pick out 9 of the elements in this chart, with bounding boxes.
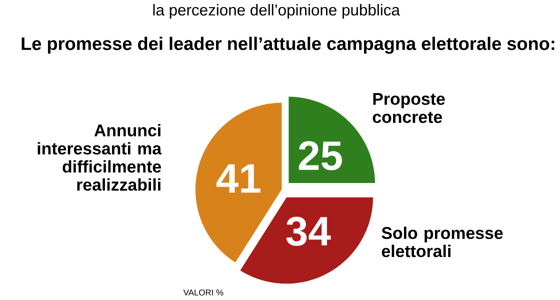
data-label: 34: [286, 217, 331, 246]
data-label: 41: [216, 164, 260, 193]
text: VALORI %: [183, 290, 224, 296]
slice-label: Proposte concrete: [372, 93, 445, 124]
chart-title: Le promesse dei leader nell’attuale campagna elettorale sono:: [22, 37, 554, 54]
slice-label: Annunci interessanti ma difficilmente realizzabili: [38, 124, 162, 191]
slice-label: Solo promesse elettorali: [382, 226, 503, 258]
data-label: 25: [298, 141, 342, 170]
chart-subtitle: la percezione dell’opinione pubblica: [153, 4, 400, 19]
